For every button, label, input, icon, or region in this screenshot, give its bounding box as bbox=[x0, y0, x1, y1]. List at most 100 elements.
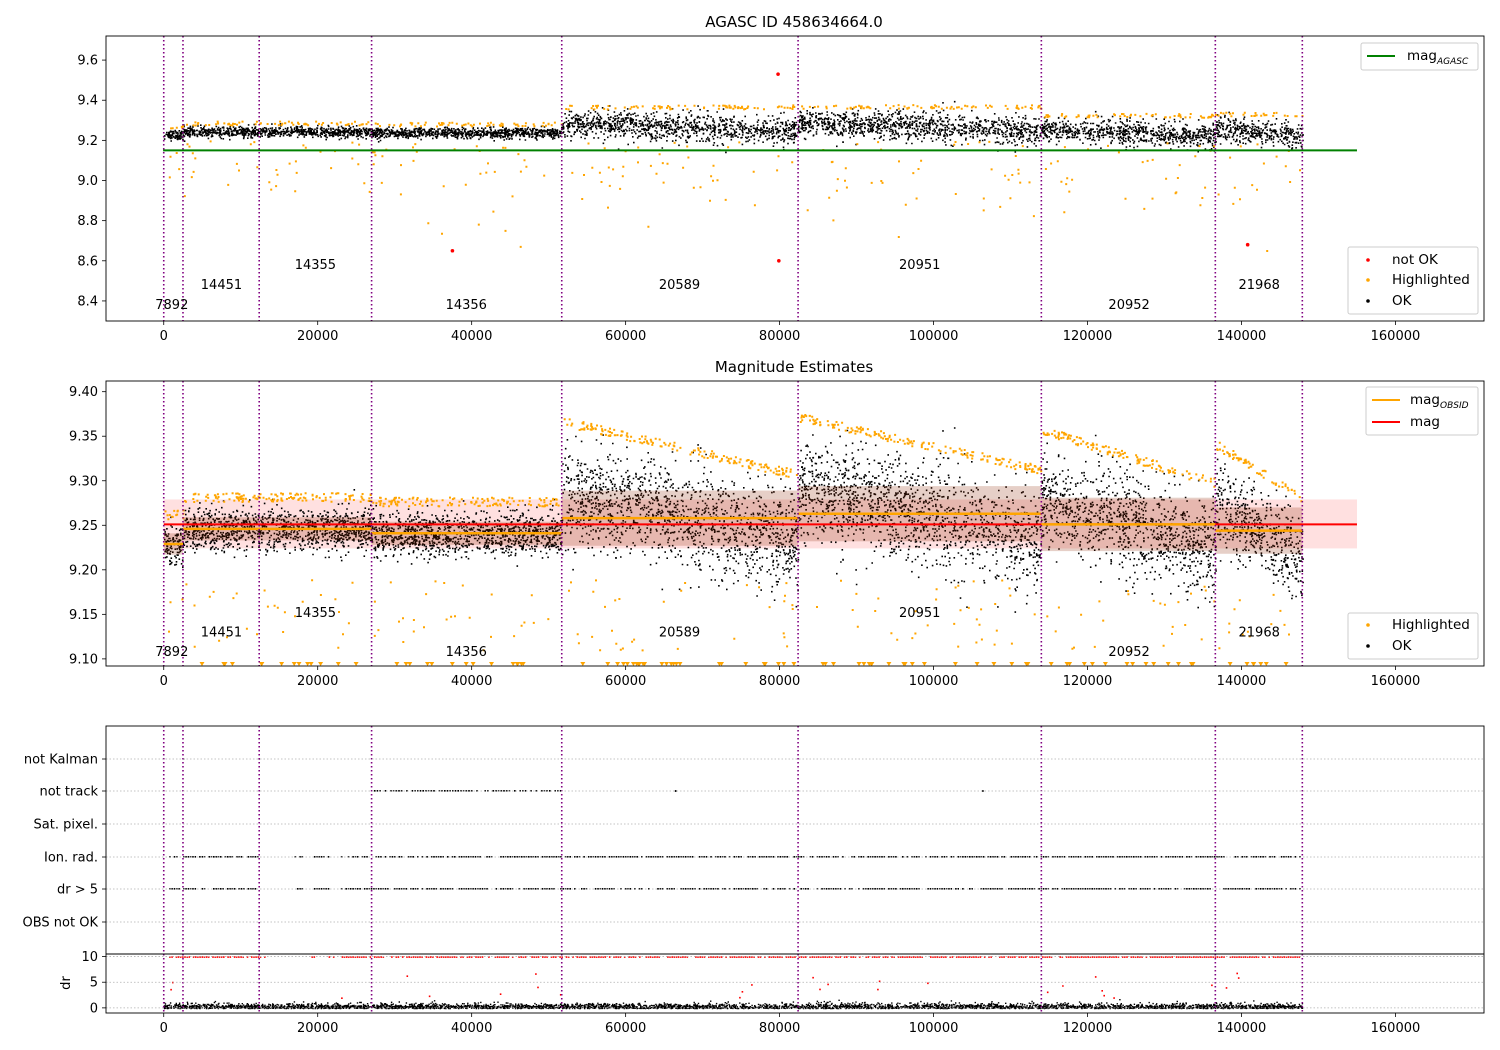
x-tick-label: 40000 bbox=[451, 674, 492, 689]
dr-tick-label: 0 bbox=[90, 1001, 98, 1016]
obsid-label: 14356 bbox=[446, 298, 487, 313]
panel1-data: 7892 14451 14355 14356 20589 20951 20952 21968 bbox=[155, 36, 1357, 321]
x-tick-label: 0 bbox=[160, 329, 168, 344]
legend-ok-marker bbox=[1366, 644, 1370, 648]
y-tick-label: 9.35 bbox=[69, 430, 98, 445]
ion-rad-flags bbox=[169, 856, 1301, 858]
obsid-label: 20589 bbox=[659, 278, 700, 293]
x-tick-label: 40000 bbox=[451, 329, 492, 344]
not-ok-point bbox=[776, 72, 780, 76]
y-tick-label: 9.4 bbox=[77, 94, 98, 109]
obsid-label: 20951 bbox=[899, 258, 940, 273]
dr-tick-label: 10 bbox=[81, 950, 98, 965]
legend-highlighted-label: Highlighted bbox=[1392, 617, 1470, 633]
x-tick-label: 100000 bbox=[909, 674, 959, 689]
flag-label: OBS not OK bbox=[23, 916, 99, 931]
obsid-label: 14355 bbox=[295, 258, 336, 273]
panel1-legend-agasc: magAGASC bbox=[1360, 42, 1479, 71]
x-tick-label: 80000 bbox=[759, 1021, 800, 1036]
panel3-axes: not Kalman not track Sat. pixel. Ion. rad. d… bbox=[23, 725, 1485, 1036]
y-tick-label: 9.10 bbox=[69, 652, 98, 667]
clipped-low-markers bbox=[199, 662, 1289, 666]
obsid-label: 7892 bbox=[155, 298, 188, 313]
y-tick-label: 9.25 bbox=[69, 519, 98, 534]
legend-ok-marker bbox=[1366, 299, 1370, 303]
dr-gt-5-flags bbox=[169, 888, 1301, 890]
not-track-flag bbox=[674, 790, 677, 792]
legend-not-ok-marker bbox=[1366, 258, 1370, 262]
y-tick-label: 9.20 bbox=[69, 563, 98, 578]
highlighted-points bbox=[164, 414, 1303, 652]
flag-label: dr > 5 bbox=[57, 883, 98, 898]
legend-mag-agasc-label: magAGASC bbox=[1407, 48, 1469, 67]
obsid-label: 20951 bbox=[899, 606, 940, 621]
obsid-label: 14451 bbox=[201, 626, 242, 641]
x-tick-label: 120000 bbox=[1063, 329, 1113, 344]
panel2-legend-status: Highlighted OK bbox=[1347, 612, 1479, 660]
flag-label: not Kalman bbox=[24, 753, 98, 768]
not-ok-point bbox=[777, 258, 781, 263]
y-tick-label: 9.2 bbox=[77, 134, 98, 149]
legend-highlighted-marker bbox=[1366, 623, 1370, 627]
y-tick-label: 8.6 bbox=[77, 254, 98, 269]
legend-highlighted-marker bbox=[1366, 278, 1370, 282]
panel2-legend-lines: magOBSID mag bbox=[1365, 386, 1479, 436]
panel1-legend-status: not OK Highlighted OK bbox=[1347, 246, 1479, 315]
axes-frame bbox=[105, 725, 1485, 1014]
y-tick-label: 8.4 bbox=[77, 294, 98, 309]
x-tick-label: 80000 bbox=[759, 329, 800, 344]
x-tick-label: 0 bbox=[160, 1021, 168, 1036]
panel2-title: Magnitude Estimates bbox=[715, 358, 873, 376]
panel2-data: 7892 14451 14355 14356 20589 20951 20952 21968 bbox=[155, 381, 1357, 666]
flag-label: not track bbox=[39, 785, 98, 800]
obsid-label: 20952 bbox=[1108, 298, 1149, 313]
obsid-label: 14451 bbox=[201, 278, 242, 293]
x-tick-label: 160000 bbox=[1371, 1021, 1421, 1036]
x-tick-label: 60000 bbox=[605, 1021, 646, 1036]
obsid-label: 7892 bbox=[155, 645, 188, 660]
magnitude-estimates-panel: Magnitude Estimates 7892 14451 14355 14356 2… bbox=[69, 358, 1485, 689]
legend-not-ok-label: not OK bbox=[1392, 252, 1439, 268]
dr-ok-points bbox=[163, 999, 1304, 1010]
panel1-title: AGASC ID 458634664.0 bbox=[705, 13, 883, 31]
panel2-axes: 0 20000 40000 60000 80000 100000 120000 140000 1… bbox=[69, 380, 1485, 689]
obsid-label: 20589 bbox=[659, 626, 700, 641]
obsid-label: 21968 bbox=[1239, 626, 1280, 641]
obsid-label: 21968 bbox=[1239, 278, 1280, 293]
x-tick-label: 100000 bbox=[909, 1021, 959, 1036]
y-tick-label: 8.8 bbox=[77, 214, 98, 229]
not-ok-point bbox=[450, 248, 455, 253]
x-tick-label: 120000 bbox=[1063, 1021, 1113, 1036]
x-tick-label: 60000 bbox=[605, 329, 646, 344]
not-track-flags bbox=[373, 790, 562, 792]
legend-mag-label: mag bbox=[1410, 414, 1440, 430]
x-tick-label: 140000 bbox=[1217, 1021, 1267, 1036]
legend-ok-label: OK bbox=[1392, 638, 1413, 654]
x-tick-label: 40000 bbox=[451, 1021, 492, 1036]
y-tick-label: 9.30 bbox=[69, 474, 98, 489]
legend-highlighted-label: Highlighted bbox=[1392, 272, 1470, 288]
flags-panel: not Kalman not track Sat. pixel. Ion. rad. d… bbox=[23, 725, 1485, 1036]
panel3-data bbox=[162, 726, 1304, 1013]
x-tick-label: 140000 bbox=[1217, 674, 1267, 689]
x-tick-label: 160000 bbox=[1371, 674, 1421, 689]
legend-ok-label: OK bbox=[1392, 293, 1413, 309]
panel1-axes: 0 20000 40000 60000 80000 100000 120000 140000 1… bbox=[77, 35, 1485, 344]
obsid-label: 14355 bbox=[295, 606, 336, 621]
x-tick-label: 20000 bbox=[297, 1021, 338, 1036]
obsid-label: 14356 bbox=[446, 645, 487, 660]
x-tick-label: 20000 bbox=[297, 329, 338, 344]
y-tick-label: 9.0 bbox=[77, 174, 98, 189]
x-tick-label: 100000 bbox=[909, 329, 959, 344]
x-tick-label: 120000 bbox=[1063, 674, 1113, 689]
x-tick-label: 80000 bbox=[759, 674, 800, 689]
x-tick-label: 60000 bbox=[605, 674, 646, 689]
not-track-flag bbox=[981, 790, 984, 792]
flag-label: Sat. pixel. bbox=[34, 818, 98, 833]
x-tick-label: 0 bbox=[160, 674, 168, 689]
y-tick-label: 9.40 bbox=[69, 385, 98, 400]
axes-frame bbox=[105, 35, 1485, 322]
agasc-magnitude-panel: AGASC ID 458634664.0 7892 14451 14355 14356… bbox=[77, 13, 1485, 344]
dr-tick-label: 5 bbox=[90, 976, 98, 991]
